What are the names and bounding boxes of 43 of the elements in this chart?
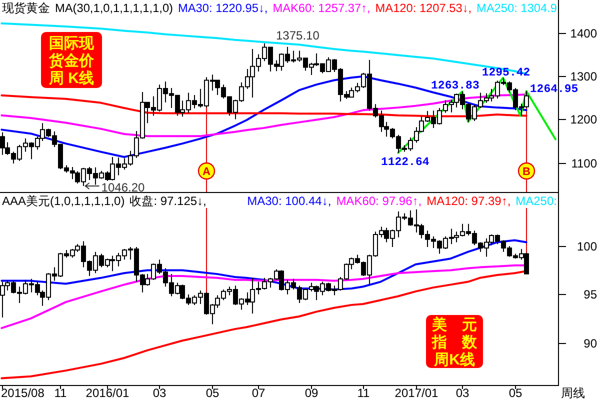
x-tick-label: 05 bbox=[206, 386, 220, 400]
point-note: 1295.42 bbox=[482, 66, 530, 80]
point-note: 1122.64 bbox=[380, 156, 430, 169]
point-note: 1375.10 bbox=[276, 28, 320, 42]
y-tick-label: 1100 bbox=[571, 156, 598, 170]
ref-label: A bbox=[198, 162, 216, 180]
y-tick-label: 100 bbox=[576, 240, 598, 254]
legend: MA250: 1304.9 bbox=[476, 1, 557, 15]
legend: MA120: 97.39↑, bbox=[426, 194, 511, 208]
annotation: 国际现货金价周 K线 bbox=[48, 35, 95, 87]
point-note: 1263.83 bbox=[431, 80, 480, 93]
x-tick-label: 03 bbox=[456, 386, 470, 400]
legend: MAK60: 1257.37↑, bbox=[272, 1, 370, 15]
ref-line-label: B bbox=[522, 166, 531, 178]
y-tick-label: 1400 bbox=[570, 26, 598, 40]
title: 现货黄金 bbox=[2, 1, 50, 15]
legend: MA30: 1220.95↓, bbox=[178, 1, 268, 15]
legend: MA120: 1207.53↓, bbox=[375, 1, 472, 15]
ref-line-label: A bbox=[202, 166, 211, 178]
legend: MA250: bbox=[516, 194, 557, 208]
y-tick-label: 1300 bbox=[570, 70, 598, 84]
legend: MAK60: 97.96↑, bbox=[336, 194, 422, 208]
x-tick-label: 09 bbox=[304, 386, 318, 400]
legend: MA30: 100.44↓, bbox=[247, 194, 332, 208]
note: 美 元指 数周K线 bbox=[426, 315, 483, 368]
x-tick-label: 2016/01 bbox=[86, 386, 130, 400]
x-tick-label: 11 bbox=[357, 386, 370, 400]
subtitle: MA(30,1,0,1,1,1,1,1,0) bbox=[55, 1, 174, 15]
point-note: 1046.20 bbox=[101, 180, 145, 194]
x-tick-label: 2017/01 bbox=[394, 386, 439, 400]
y-tick-label: 95 bbox=[584, 288, 598, 302]
title: AAA美元(1,0,1,1,1,1,0) bbox=[2, 194, 125, 208]
x-tick-label: 05 bbox=[508, 386, 522, 400]
x-tick-label: 07 bbox=[252, 386, 266, 400]
xlabel: 周线 bbox=[561, 386, 585, 400]
subtitle: 收盘: 97.125↓, bbox=[130, 194, 206, 208]
x-tick-label: 11 bbox=[54, 386, 68, 400]
y-tick-label: 1200 bbox=[570, 112, 598, 126]
note: 国际现货金价周 K线 bbox=[41, 32, 102, 88]
x-tick-label: 03 bbox=[152, 386, 166, 400]
y-tick-label: 90 bbox=[584, 336, 598, 350]
ref-label: B bbox=[518, 162, 536, 180]
x-tick-label: 2015/08 bbox=[1, 386, 45, 400]
